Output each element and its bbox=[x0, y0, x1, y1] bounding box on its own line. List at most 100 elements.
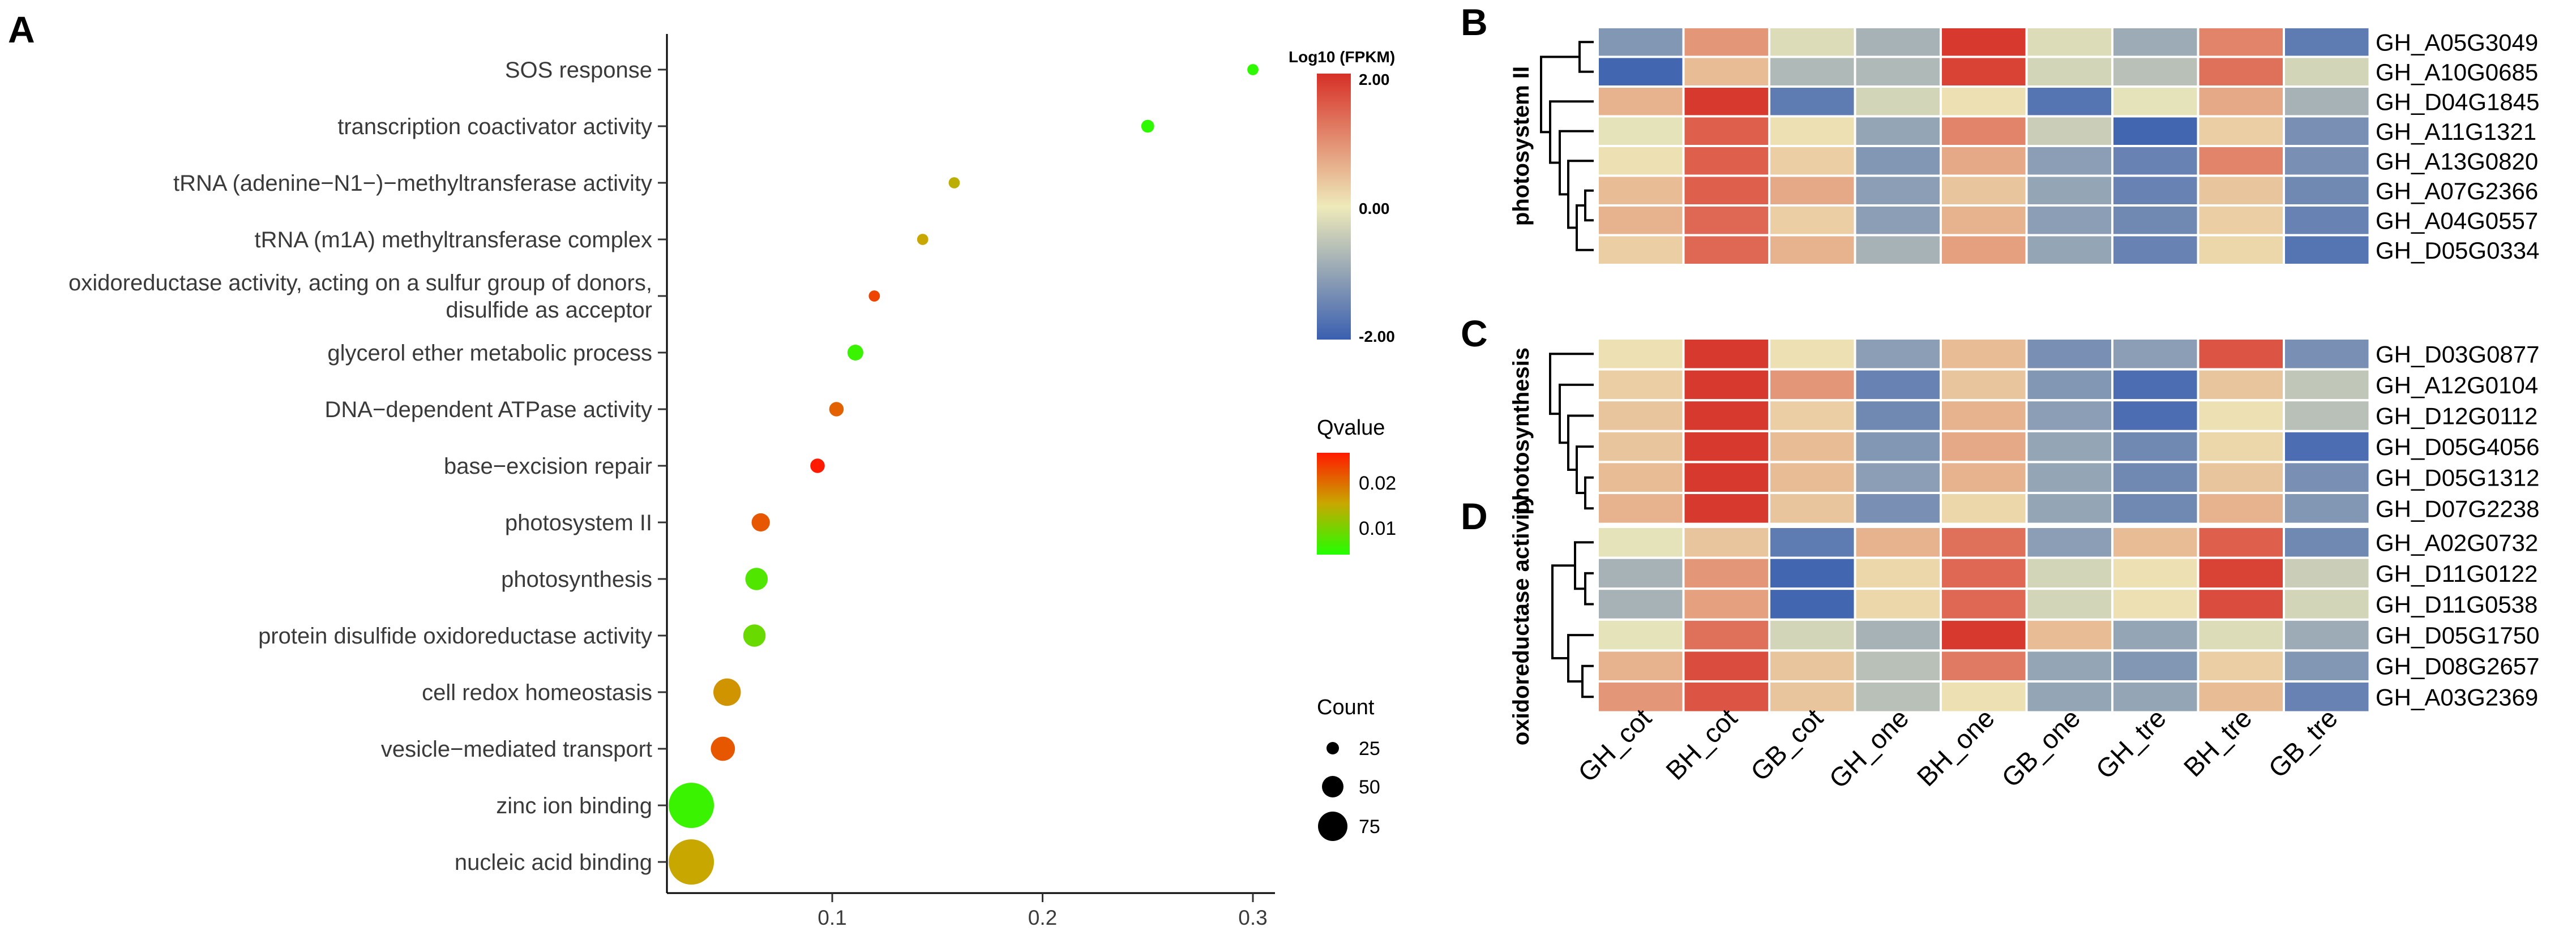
heatmap-cell bbox=[2197, 618, 2285, 652]
row-dendrogram bbox=[1549, 353, 1594, 510]
data-point bbox=[810, 458, 825, 473]
gene-label: GH_D05G0334 bbox=[2376, 237, 2540, 264]
heatmap-cell bbox=[1940, 337, 2028, 371]
data-point bbox=[713, 678, 741, 706]
heatmap-cell bbox=[1768, 649, 1856, 683]
heatmap-cell bbox=[2025, 174, 2113, 207]
heatmap-cell bbox=[1597, 55, 1685, 88]
term-label: tRNA (m1A) methyltransferase complex bbox=[255, 228, 652, 252]
row-dendrogram bbox=[1551, 541, 1594, 698]
heatmap-cell bbox=[1940, 399, 2028, 432]
fpkm-legend: Log10 (FPKM) 2.00 0.00 -2.00 bbox=[1289, 48, 1395, 345]
group-label: photosystem II bbox=[1509, 66, 1534, 226]
qvalue-label-002: 0.02 bbox=[1359, 473, 1396, 494]
heatmap-cell bbox=[1854, 399, 1942, 432]
heatmap-cell bbox=[2025, 649, 2113, 683]
dendrogram-branch bbox=[1549, 353, 1594, 415]
heatmap-cell bbox=[1682, 399, 1770, 432]
heatmap-cell bbox=[1768, 461, 1856, 495]
term-label: base−excision repair bbox=[444, 454, 652, 479]
heatmap-cell bbox=[2197, 174, 2285, 207]
heatmap-cell bbox=[2197, 526, 2285, 559]
heatmap-cell bbox=[1768, 492, 1856, 525]
heatmap-cell bbox=[1940, 461, 2028, 495]
data-point bbox=[847, 344, 863, 361]
heatmap-cell bbox=[2111, 85, 2200, 118]
heatmap-cell bbox=[1768, 430, 1856, 464]
heatmap-cell bbox=[1854, 556, 1942, 590]
heatmap-cell bbox=[2197, 461, 2285, 495]
heatmap-cell bbox=[1940, 526, 2028, 559]
heatmap-cell bbox=[2197, 204, 2285, 237]
heatmap-cell bbox=[1768, 587, 1856, 621]
term-label: cell redox homeostasis bbox=[422, 680, 652, 705]
heatmap-cell bbox=[2197, 649, 2285, 683]
heatmap-cell bbox=[2111, 430, 2200, 464]
heatmap-cell bbox=[1940, 115, 2028, 147]
panel-letter-d: D bbox=[1461, 495, 1488, 537]
heatmap-cell bbox=[1682, 145, 1770, 177]
gene-label: GH_A03G2369 bbox=[2376, 684, 2538, 710]
heatmap-cell bbox=[1768, 234, 1856, 266]
dendrogram-branch bbox=[1581, 664, 1594, 698]
heatmap-cell bbox=[1597, 399, 1685, 432]
heatmap-cell bbox=[2025, 26, 2113, 58]
fpkm-min-label: -2.00 bbox=[1359, 328, 1395, 345]
heatmap-cell bbox=[1768, 337, 1856, 371]
column-label: BH_tre bbox=[2177, 703, 2257, 783]
heatmap-cell bbox=[1854, 145, 1942, 177]
heatmap-cell bbox=[2283, 526, 2371, 559]
heatmap-cell bbox=[1682, 55, 1770, 88]
heatmap-cell bbox=[1854, 204, 1942, 237]
heatmap-cell bbox=[2025, 618, 2113, 652]
heatmap-cell bbox=[1768, 680, 1856, 714]
heatmap-cell bbox=[2111, 587, 2200, 621]
panel-letter-c: C bbox=[1461, 312, 1488, 354]
count-label-75: 75 bbox=[1359, 816, 1380, 838]
heatmap-cell bbox=[2197, 556, 2285, 590]
term-label: DNA−dependent ATPase activity bbox=[325, 397, 652, 422]
heatmap-cell bbox=[2283, 85, 2371, 118]
heatmap-cell bbox=[2025, 368, 2113, 402]
heatmap-cell bbox=[1854, 649, 1942, 683]
gene-label: GH_D03G0877 bbox=[2376, 341, 2540, 367]
heatmap-cell bbox=[1597, 234, 1685, 266]
heatmap-cell bbox=[2025, 556, 2113, 590]
heatmap-cell bbox=[1940, 492, 2028, 525]
dendrogram-branch bbox=[1559, 383, 1594, 444]
heatmap-cell bbox=[2283, 649, 2371, 683]
heatmap-cell bbox=[2283, 204, 2371, 237]
heatmap-cell bbox=[2197, 680, 2285, 714]
heatmap-cell bbox=[2111, 649, 2200, 683]
data-point bbox=[669, 839, 714, 885]
group-label: oxidoreductase activity bbox=[1509, 494, 1534, 745]
heatmap-photosynthesis: GH_D03G0877 GH_A12G0104 GH_D12G0112 GH_D05G… bbox=[1509, 337, 2540, 525]
heatmap-cell bbox=[2283, 492, 2371, 525]
heatmap-cell bbox=[1597, 618, 1685, 652]
heatmap-cell bbox=[1854, 526, 1942, 559]
heatmap-cell bbox=[1682, 204, 1770, 237]
heatmap-cell bbox=[1940, 55, 2028, 88]
x-tick-label: 0.1 bbox=[818, 906, 846, 929]
gene-label: GH_A05G3049 bbox=[2376, 29, 2538, 55]
heatmap-cell bbox=[1768, 556, 1856, 590]
heatmap-cell bbox=[1682, 587, 1770, 621]
heatmap-cell bbox=[1597, 204, 1685, 237]
qvalue-legend: Qvalue 0.02 0.01 bbox=[1317, 416, 1396, 555]
term-label: zinc ion binding bbox=[496, 793, 652, 818]
heatmap-cell bbox=[2025, 337, 2113, 371]
heatmap-cell bbox=[1682, 492, 1770, 525]
gene-label: GH_A12G0104 bbox=[2376, 372, 2538, 398]
heatmap-cell bbox=[1682, 115, 1770, 147]
gene-label: GH_A11G1321 bbox=[2376, 118, 2536, 145]
dendrogram-branch bbox=[1584, 572, 1594, 606]
gene-label: GH_D11G0122 bbox=[2376, 560, 2538, 587]
heatmap-cell bbox=[2111, 556, 2200, 590]
heatmap-cell bbox=[1768, 115, 1856, 147]
heatmap-cell bbox=[2025, 430, 2113, 464]
heatmap-cell bbox=[1768, 618, 1856, 652]
heatmap-cell bbox=[1854, 174, 1942, 207]
count-label-50: 50 bbox=[1359, 776, 1380, 798]
heatmap-cell bbox=[2197, 115, 2285, 147]
gene-label: GH_A04G0557 bbox=[2376, 207, 2538, 234]
